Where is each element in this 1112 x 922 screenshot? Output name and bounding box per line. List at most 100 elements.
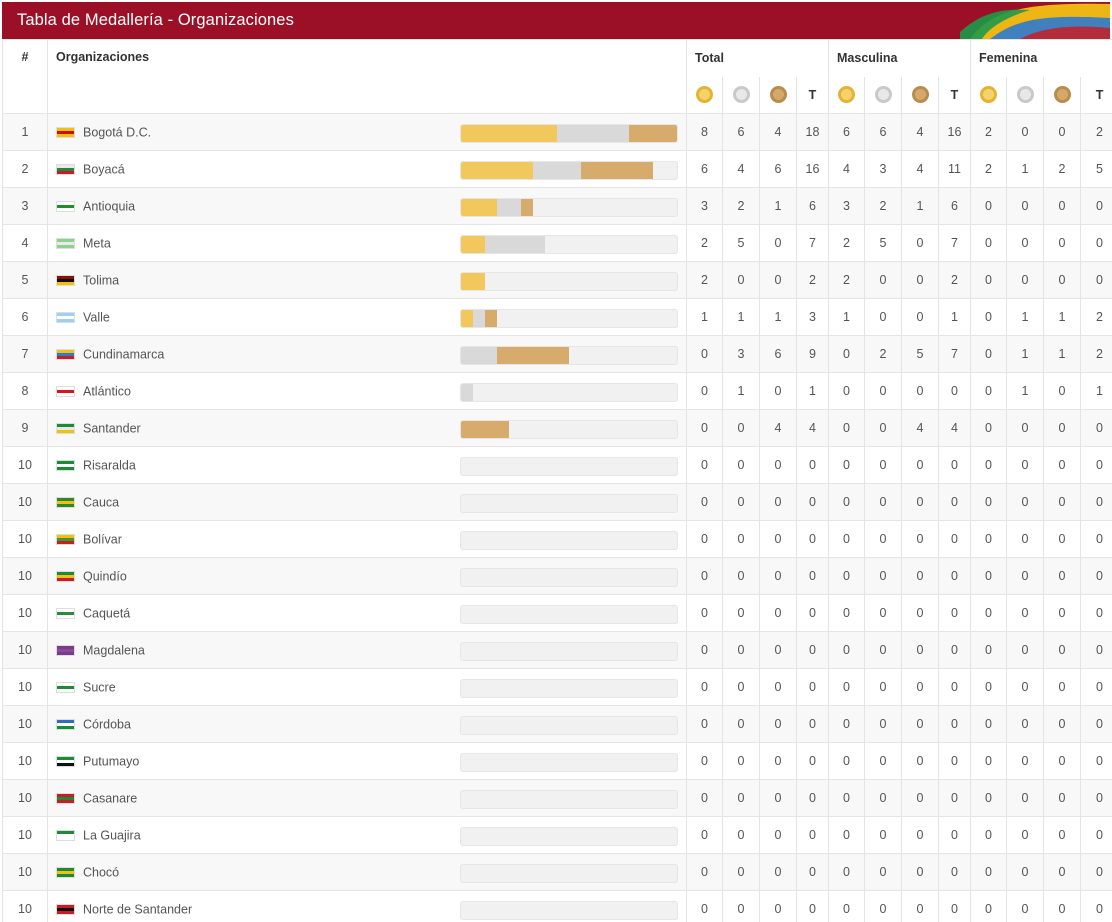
organization-name[interactable]: Cundinamarca	[83, 347, 165, 362]
table-row[interactable]: 10 Córdoba 0 0 0 0 0 0 0 0 0 0 0 0	[2, 705, 1112, 743]
table-row[interactable]: 10 Casanare 0 0 0 0 0 0 0 0 0 0 0 0	[2, 779, 1112, 817]
organization-name[interactable]: Caquetá	[83, 606, 131, 621]
organization-cell[interactable]: Valle	[47, 298, 687, 336]
fem-bronze-cell: 0	[1043, 483, 1081, 521]
organization-name[interactable]: Valle	[83, 310, 110, 325]
organization-name[interactable]: Quindío	[83, 569, 127, 584]
total-total-cell: 1	[796, 372, 829, 410]
table-row[interactable]: 10 Norte de Santander 0 0 0 0 0 0 0 0 0 0 0 0	[2, 890, 1112, 922]
flag-icon	[56, 274, 75, 286]
masc-gold-cell: 0	[828, 779, 865, 817]
organization-name[interactable]: Magdalena	[83, 643, 145, 658]
medal-bar	[460, 198, 678, 217]
table-row[interactable]: 10 Cauca 0 0 0 0 0 0 0 0 0 0 0 0	[2, 483, 1112, 521]
organization-name[interactable]: Boyacá	[83, 162, 125, 177]
fem-gold-medal-header[interactable]	[970, 76, 1007, 114]
table-row[interactable]: 8 Atlántico 0 1 0 1 0 0 0 0 0 1 0 1	[2, 372, 1112, 410]
fem-bronze-medal-header[interactable]	[1043, 76, 1081, 114]
table-row[interactable]: 10 Sucre 0 0 0 0 0 0 0 0 0 0 0 0	[2, 668, 1112, 706]
organization-name[interactable]: Chocó	[83, 865, 120, 880]
total-bronze-medal-header[interactable]	[759, 76, 797, 114]
table-row[interactable]: 1 Bogotá D.C. 8 6 4 18 6 6 4 16 2 0 0 2	[2, 113, 1112, 151]
masc-total-header[interactable]: T	[938, 76, 971, 114]
brand-wave-logo	[960, 3, 1110, 39]
masc-gold-cell: 0	[828, 742, 865, 780]
masc-bronze-cell: 0	[901, 890, 939, 922]
organization-cell[interactable]: Sucre	[47, 668, 687, 706]
fem-silver-cell: 0	[1006, 853, 1044, 891]
bronze-bar-segment	[461, 421, 509, 438]
fem-silver-medal-header[interactable]	[1006, 76, 1044, 114]
organization-cell[interactable]: Boyacá	[47, 150, 687, 188]
flag-icon	[56, 570, 75, 582]
table-row[interactable]: 10 Magdalena 0 0 0 0 0 0 0 0 0 0 0 0	[2, 631, 1112, 669]
organization-cell[interactable]: Córdoba	[47, 705, 687, 743]
organization-cell[interactable]: Tolima	[47, 261, 687, 299]
total-silver-medal-header[interactable]	[722, 76, 760, 114]
organization-cell[interactable]: Risaralda	[47, 446, 687, 484]
masc-gold-medal-header[interactable]	[828, 76, 865, 114]
organization-cell[interactable]: Quindío	[47, 557, 687, 595]
organization-name[interactable]: Bolívar	[83, 532, 122, 547]
organization-name[interactable]: Sucre	[83, 680, 116, 695]
table-row[interactable]: 10 Quindío 0 0 0 0 0 0 0 0 0 0 0 0	[2, 557, 1112, 595]
organization-name[interactable]: Cauca	[83, 495, 120, 510]
masc-silver-medal-header[interactable]	[864, 76, 902, 114]
masc-bronze-cell: 0	[901, 668, 939, 706]
organization-cell[interactable]: Norte de Santander	[47, 890, 687, 922]
table-row[interactable]: 10 Putumayo 0 0 0 0 0 0 0 0 0 0 0 0	[2, 742, 1112, 780]
organization-cell[interactable]: Bogotá D.C.	[47, 113, 687, 151]
organization-name[interactable]: Meta	[83, 236, 111, 251]
table-row[interactable]: 9 Santander 0 0 4 4 0 0 4 4 0 0 0 0	[2, 409, 1112, 447]
organizations-header[interactable]: Organizaciones	[47, 39, 687, 114]
masc-bronze-medal-header[interactable]	[901, 76, 939, 114]
table-row[interactable]: 10 La Guajira 0 0 0 0 0 0 0 0 0 0 0 0	[2, 816, 1112, 854]
organization-cell[interactable]: Cauca	[47, 483, 687, 521]
table-row[interactable]: 5 Tolima 2 0 0 2 2 0 0 2 0 0 0 0	[2, 261, 1112, 299]
table-row[interactable]: 7 Cundinamarca 0 3 6 9 0 2 5 7 0 1 1 2	[2, 335, 1112, 373]
organization-name[interactable]: Bogotá D.C.	[83, 125, 152, 140]
organization-cell[interactable]: Caquetá	[47, 594, 687, 632]
fem-total-header[interactable]: T	[1079, 76, 1112, 114]
table-row[interactable]: 3 Antioquia 3 2 1 6 3 2 1 6 0 0 0 0	[2, 187, 1112, 225]
organization-name[interactable]: La Guajira	[83, 828, 141, 843]
organization-cell[interactable]: La Guajira	[47, 816, 687, 854]
table-row[interactable]: 6 Valle 1 1 1 3 1 0 0 1 0 1 1 2	[2, 298, 1112, 336]
total-total-cell: 0	[796, 742, 829, 780]
organization-name[interactable]: Santander	[83, 421, 141, 436]
masc-bronze-cell: 0	[901, 816, 939, 854]
organization-name[interactable]: Putumayo	[83, 754, 140, 769]
organization-cell[interactable]: Chocó	[47, 853, 687, 891]
table-row[interactable]: 10 Risaralda 0 0 0 0 0 0 0 0 0 0 0 0	[2, 446, 1112, 484]
table-row[interactable]: 10 Caquetá 0 0 0 0 0 0 0 0 0 0 0 0	[2, 594, 1112, 632]
organization-cell[interactable]: Putumayo	[47, 742, 687, 780]
organization-cell[interactable]: Atlántico	[47, 372, 687, 410]
organization-name[interactable]: Risaralda	[83, 458, 136, 473]
organization-name[interactable]: Norte de Santander	[83, 902, 193, 917]
total-total-header[interactable]: T	[796, 76, 829, 114]
total-total-cell: 0	[796, 446, 829, 484]
masc-silver-cell: 0	[864, 853, 902, 891]
table-row[interactable]: 10 Chocó 0 0 0 0 0 0 0 0 0 0 0 0	[2, 853, 1112, 891]
total-gold-cell: 0	[686, 742, 723, 780]
total-bronze-cell: 0	[759, 594, 797, 632]
organization-cell[interactable]: Santander	[47, 409, 687, 447]
rank-header[interactable]: #	[2, 39, 48, 114]
organization-name[interactable]: Córdoba	[83, 717, 131, 732]
organization-cell[interactable]: Meta	[47, 224, 687, 262]
bronze-bar-segment	[521, 199, 533, 216]
organization-name[interactable]: Casanare	[83, 791, 138, 806]
organization-cell[interactable]: Casanare	[47, 779, 687, 817]
organization-cell[interactable]: Cundinamarca	[47, 335, 687, 373]
organization-cell[interactable]: Bolívar	[47, 520, 687, 558]
organization-name[interactable]: Tolima	[83, 273, 120, 288]
table-row[interactable]: 4 Meta 2 5 0 7 2 5 0 7 0 0 0 0	[2, 224, 1112, 262]
organization-cell[interactable]: Antioquia	[47, 187, 687, 225]
organization-name[interactable]: Antioquia	[83, 199, 136, 214]
table-row[interactable]: 2 Boyacá 6 4 6 16 4 3 4 11 2 1 2 5	[2, 150, 1112, 188]
organization-name[interactable]: Atlántico	[83, 384, 131, 399]
table-row[interactable]: 10 Bolívar 0 0 0 0 0 0 0 0 0 0 0 0	[2, 520, 1112, 558]
gold-bar-segment	[461, 125, 557, 142]
organization-cell[interactable]: Magdalena	[47, 631, 687, 669]
total-gold-medal-header[interactable]	[686, 76, 723, 114]
